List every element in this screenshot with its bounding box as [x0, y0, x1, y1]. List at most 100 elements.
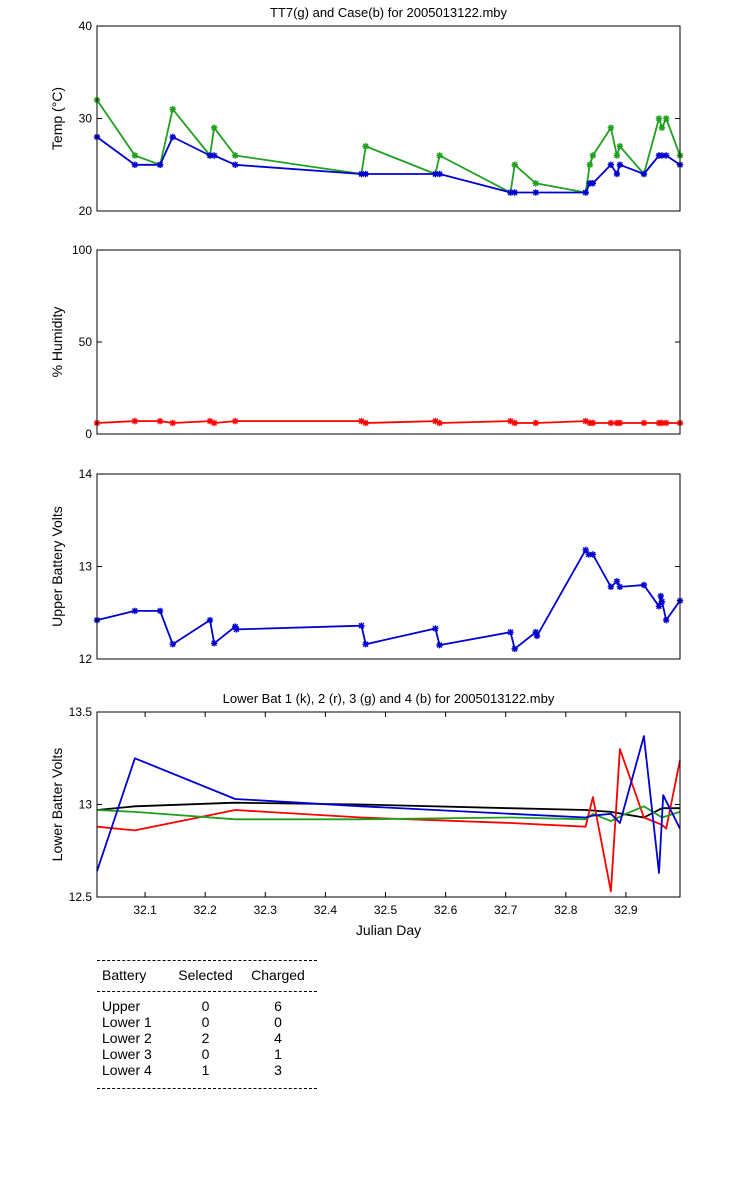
data-point: [362, 641, 369, 648]
y-tick-label: 12: [79, 652, 93, 666]
battery-table: Battery Selected Charged Upper 0 6 Lower…: [97, 960, 317, 1089]
series-line: [96, 549, 681, 650]
x-tick-label: 32.2: [194, 903, 218, 917]
data-point: [232, 417, 239, 425]
cell-battery: Lower 4: [102, 1062, 152, 1078]
data-point: [507, 628, 514, 636]
cell-battery: Upper: [102, 998, 141, 1014]
x-tick-label: 32.3: [254, 903, 278, 917]
data-point: [607, 124, 615, 131]
table-header-rule: [97, 991, 317, 992]
x-tick-label: 32.4: [314, 903, 338, 917]
y-tick-label: 0: [85, 427, 92, 441]
y-tick-label: 13: [79, 560, 93, 574]
table-row: Lower 3 0 1: [97, 1046, 317, 1062]
data-point: [640, 419, 648, 427]
data-point: [582, 546, 589, 554]
data-point: [589, 551, 597, 558]
cell-charged: 3: [274, 1062, 282, 1078]
data-point: [131, 607, 139, 615]
y-axis-label: Upper Battery Volts: [49, 506, 65, 627]
axes-frame: [96, 473, 681, 660]
data-point: [211, 124, 218, 131]
data-point: [211, 640, 218, 647]
data-point: [206, 417, 214, 425]
chart-panel-lower-battery: 12.5 13 13.5 32.1 32.2 32.3 32.4 32.5 32.6 32.7 32…: [49, 691, 681, 938]
series-line: [96, 735, 681, 874]
data-point: [232, 161, 239, 168]
x-tick-label: 32.5: [374, 903, 398, 917]
cell-selected: 0: [201, 1014, 210, 1030]
x-tick-label: 32.9: [614, 903, 638, 917]
data-point: [169, 133, 176, 141]
data-point: [232, 623, 239, 630]
data-point: [613, 578, 621, 585]
data-point: [436, 152, 443, 159]
data-point: [662, 419, 670, 427]
data-point: [658, 419, 666, 427]
table-row: Lower 1 0 0: [97, 1014, 317, 1030]
data-point: [532, 628, 539, 636]
data-point: [511, 419, 518, 427]
data-point: [655, 603, 663, 610]
chart-panel-temp: 20 30 40 TT7(g) and Case(b) for 2005013122.…: [49, 5, 684, 218]
data-point: [640, 170, 648, 178]
y-tick-label: 50: [79, 335, 93, 349]
data-point: [358, 622, 365, 629]
cell-charged: 6: [274, 998, 282, 1014]
cell-charged: 4: [274, 1030, 282, 1046]
series-line: [96, 99, 681, 194]
cell-battery: Lower 2: [102, 1030, 152, 1046]
figure: 20 30 40 TT7(g) and Case(b) for 2005013122.…: [49, 5, 684, 938]
data-point: [169, 419, 176, 427]
table-top-rule: [97, 960, 317, 961]
series-upper-battery-0: [93, 546, 684, 653]
data-point: [662, 115, 670, 122]
y-axis-label: % Humidity: [49, 307, 65, 378]
data-point: [432, 625, 439, 632]
data-point: [156, 161, 164, 168]
data-point: [613, 170, 621, 178]
series-lower-battery-1: [96, 748, 681, 893]
data-point: [662, 616, 670, 624]
x-tick-label: 32.8: [554, 903, 578, 917]
data-point: [589, 180, 597, 187]
table-row: Lower 4 1 3: [97, 1062, 317, 1078]
data-point: [206, 616, 214, 624]
data-point: [131, 152, 139, 159]
series-lower-battery-3: [96, 735, 681, 874]
data-point: [657, 592, 664, 600]
cell-charged: 0: [274, 1014, 282, 1030]
data-point: [432, 417, 439, 425]
table-header-row: Battery Selected Charged: [97, 967, 317, 983]
data-point: [582, 417, 589, 425]
data-point: [589, 152, 597, 159]
data-point: [507, 417, 514, 425]
data-point: [582, 189, 589, 196]
series-humidity-0: [93, 417, 684, 427]
data-point: [655, 115, 663, 122]
data-point: [658, 152, 666, 159]
data-point: [436, 641, 443, 649]
chart-title: TT7(g) and Case(b) for 2005013122.mby: [270, 5, 508, 20]
cell-selected: 1: [201, 1062, 210, 1078]
data-point: [362, 170, 369, 178]
data-point: [432, 170, 439, 178]
data-point: [586, 161, 594, 168]
data-point: [589, 419, 597, 427]
data-point: [511, 189, 518, 196]
data-point: [169, 106, 176, 113]
x-tick-label: 32.7: [494, 903, 518, 917]
y-tick-label: 14: [79, 467, 93, 481]
data-point: [607, 161, 615, 168]
data-point: [156, 607, 164, 615]
table-row: Lower 2 2 4: [97, 1030, 317, 1046]
y-tick-label: 20: [79, 204, 93, 218]
cell-selected: 0: [201, 1046, 210, 1062]
chart-title: Lower Bat 1 (k), 2 (r), 3 (g) and 4 (b) …: [223, 691, 555, 706]
data-point: [507, 189, 514, 196]
series-line: [96, 748, 681, 893]
data-point: [532, 189, 539, 196]
data-point: [511, 645, 518, 653]
data-point: [511, 161, 518, 168]
